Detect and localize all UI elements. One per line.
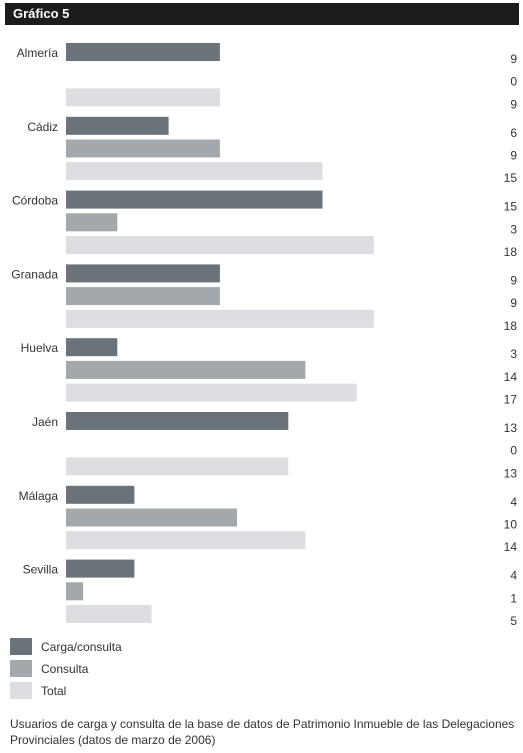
value-label-malaga-consulta: 10 [504,518,518,532]
value-label-cordoba-consulta: 3 [510,222,517,236]
value-label-huelva-carga-consulta: 3 [510,347,517,361]
category-label-huelva: Huelva [21,341,59,355]
value-label-granada-carga-consulta: 9 [510,273,517,287]
chart-header: Gráfico 5 [5,3,519,25]
bar-jaen-total [66,457,289,476]
bar-cordoba-carga-consulta [66,190,323,209]
bar-cadiz-consulta [66,139,220,158]
legend-swatch-consulta [10,660,32,677]
bar-huelva-consulta [66,360,306,379]
value-label-almeria-total: 9 [510,97,517,111]
value-label-sevilla-carga-consulta: 4 [510,569,517,583]
legend-label-carga-consulta: Carga/consulta [41,640,122,654]
bar-huelva-carga-consulta [66,338,118,357]
value-label-malaga-total: 14 [504,540,518,554]
chart-title: Gráfico 5 [13,6,70,21]
value-label-granada-consulta: 9 [510,296,517,310]
value-label-sevilla-consulta: 1 [510,591,517,605]
value-label-almeria-carga-consulta: 9 [510,52,517,66]
bar-jaen-carga-consulta [66,412,289,430]
value-label-jaen-consulta: 0 [510,444,517,458]
category-label-cordoba: Córdoba [12,194,58,208]
value-label-cadiz-consulta: 9 [510,149,517,163]
legend-label-total: Total [41,684,67,698]
bar-granada-total [66,309,374,328]
category-label-sevilla: Sevilla [23,563,59,577]
bar-sevilla-total [66,605,152,623]
bar-huelva-total [66,383,357,402]
value-label-granada-total: 18 [504,319,518,333]
value-label-cordoba-carga-consulta: 15 [504,200,518,214]
bar-sevilla-carga-consulta [66,559,135,578]
category-label-malaga: Málaga [19,489,59,503]
value-label-cadiz-total: 15 [504,171,518,185]
legend-swatch-total [10,682,32,699]
bar-cordoba-consulta [66,213,118,232]
bar-granada-carga-consulta [66,264,220,283]
legend-swatch-carga-consulta [10,638,32,655]
value-label-huelva-consulta: 14 [504,370,518,384]
bar-malaga-carga-consulta [66,485,135,504]
value-label-huelva-total: 17 [504,393,518,407]
bar-cadiz-total [66,162,323,181]
bar-granada-consulta [66,287,220,306]
value-label-jaen-total: 13 [504,466,518,480]
chart-caption: Usuarios de carga y consulta de la base … [10,717,515,747]
bar-cadiz-carga-consulta [66,116,169,135]
legend-label-consulta: Consulta [41,662,89,676]
bar-cordoba-total [66,236,374,254]
bar-almeria-total [66,88,220,107]
bar-malaga-consulta [66,508,237,527]
category-label-almeria: Almería [17,46,59,60]
category-label-jaen: Jaén [32,415,58,429]
category-label-cadiz: Cádiz [27,120,58,134]
value-label-jaen-carga-consulta: 13 [504,421,518,435]
bar-almeria-carga-consulta [66,43,220,61]
value-label-almeria-consulta: 0 [510,75,517,89]
category-label-granada: Granada [11,267,58,281]
bar-sevilla-consulta [66,582,84,601]
value-label-malaga-carga-consulta: 4 [510,495,517,509]
bar-malaga-total [66,531,306,550]
value-label-sevilla-total: 5 [510,614,517,628]
value-label-cordoba-total: 18 [504,245,518,259]
value-label-cadiz-carga-consulta: 6 [510,126,517,140]
